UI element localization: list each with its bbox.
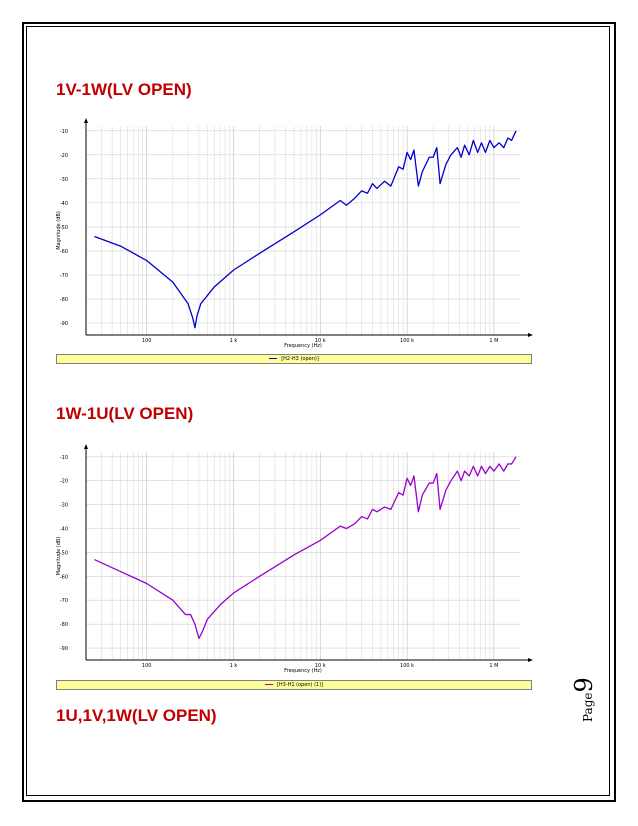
x-axis-label: Frequency (Hz) [284,343,322,349]
y-tick-label: -70 [60,273,68,279]
y-tick-label: -40 [60,201,68,207]
x-tick-label: 100 k [400,338,414,344]
page-number: Page9 [570,672,620,722]
y-axis-label: Magnitude (dB) [56,211,62,250]
y-tick-label: -30 [60,503,68,509]
chart2-legend-line-icon [264,684,273,685]
y-tick-label: -30 [60,177,68,183]
chart2-legend-label: [H3-H1 (open) (1)] [276,682,324,688]
page-label: Page [581,692,595,722]
chart2-grid [86,452,520,660]
y-tick-label: -50 [60,550,68,556]
x-axis-label: Frequency (Hz) [284,668,322,674]
y-tick-label: -60 [60,574,68,580]
page-border-inner [26,26,610,796]
y-tick-label: -20 [60,153,68,159]
chart1-grid [86,126,520,335]
y-tick-label: -50 [60,225,68,231]
chart1-series-line [94,130,517,329]
y-tick-label: -80 [60,297,68,303]
x-axis-arrow-icon [528,333,533,337]
y-tick-label: -80 [60,622,68,628]
y-tick-label: -90 [60,321,68,327]
x-tick-label: 100 [142,663,152,669]
page-number-value: 9 [570,677,598,693]
x-tick-label: 1 M [489,663,498,669]
y-tick-label: -20 [60,479,68,485]
chart3-heading: 1U,1V,1W(LV OPEN) [56,706,217,725]
chart1-legend-label: [H2-H3 (open)] [281,356,319,362]
x-tick-label: 1 k [230,663,238,669]
page-border-outer [22,22,616,802]
x-axis-arrow-icon [528,658,533,662]
y-tick-label: -40 [60,527,68,533]
y-axis-arrow-icon [84,444,88,449]
chart2-legend: [H3-H1 (open) (1)] [56,680,532,690]
x-tick-label: 1 k [230,338,238,344]
x-tick-label: 100 [142,338,152,344]
y-tick-label: -90 [60,646,68,652]
chart1-legend: [H2-H3 (open)] [56,354,532,364]
y-axis-arrow-icon [84,118,88,123]
chart1-heading: 1V-1W(LV OPEN) [56,80,192,99]
x-tick-label: 1 M [489,338,498,344]
chart2-series-line [94,456,517,640]
x-tick-label: 100 k [400,663,414,669]
y-tick-label: -70 [60,598,68,604]
chart1-legend-line-icon [269,358,278,359]
x-tick-label: 10 k [315,338,326,344]
chart2-heading: 1W-1U(LV OPEN) [56,404,194,423]
y-tick-label: -10 [60,455,68,461]
y-tick-label: -60 [60,249,68,255]
x-tick-label: 10 k [315,663,326,669]
y-axis-label: Magnitude (dB) [56,537,62,576]
y-tick-label: -10 [60,129,68,135]
